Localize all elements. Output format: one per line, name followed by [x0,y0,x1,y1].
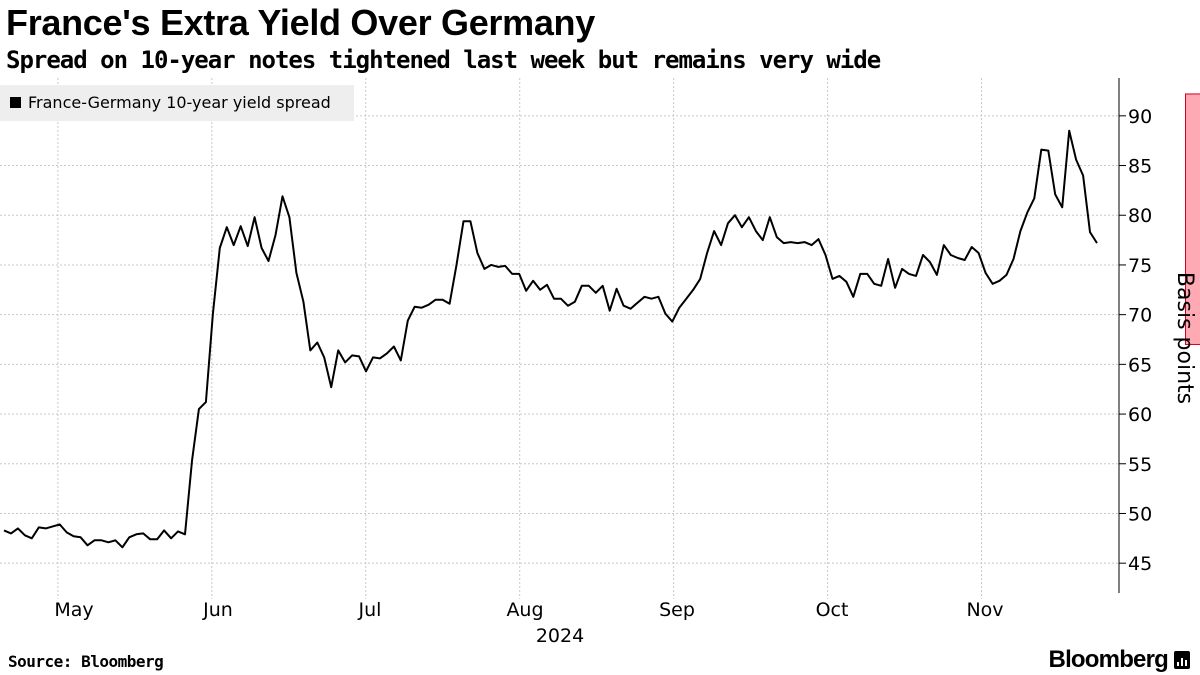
x-tick-label-nov: Nov [966,599,1003,621]
legend-swatch [10,97,21,108]
source-note: Source: Bloomberg [8,652,164,671]
bloomberg-logo: Bloomberg [1049,646,1190,674]
y-tick-label-75: 75 [1128,255,1152,277]
x-tick-label-sep: Sep [659,599,695,621]
y-tick-label-60: 60 [1128,404,1152,426]
x-tick-label-jun: Jun [202,599,233,621]
y-tick-label-90: 90 [1128,106,1152,128]
legend: France-Germany 10-year yield spread [0,85,354,121]
y-tick-label-85: 85 [1128,156,1152,178]
highlight-box [1185,93,1200,345]
y-tick-label-50: 50 [1128,503,1152,525]
x-axis-year-label: 2024 [536,625,584,647]
y-tick-label-70: 70 [1128,305,1152,327]
chart-title: France's Extra Yield Over Germany [6,2,595,43]
y-tick-label-65: 65 [1128,354,1152,376]
x-tick-label-aug: Aug [506,599,543,621]
x-axis: May Jun Jul Aug Sep Oct Nov [54,599,1003,621]
legend-background [0,85,354,121]
series-line-france-germany-spread [3,129,1098,549]
series [3,129,1098,549]
gridlines [0,78,1119,599]
brand-name: Bloomberg [1048,646,1169,673]
y-axis-title: Basis points [1172,272,1197,404]
x-tick-label-jul: Jul [358,599,382,621]
chart-subtitle: Spread on 10-year notes tightened last w… [6,46,881,74]
y-tick-label-45: 45 [1128,553,1152,575]
line-chart: France-Germany 10-year yield spread 45 50… [0,78,1200,647]
y-axis: 45 50 55 60 65 70 75 80 85 90 [1118,78,1152,593]
highlight-region [1185,93,1200,345]
y-tick-label-55: 55 [1128,454,1152,476]
bloomberg-terminal-icon [1174,651,1190,669]
y-tick-label-80: 80 [1128,205,1152,227]
legend-label: France-Germany 10-year yield spread [28,93,331,112]
x-tick-label-may: May [54,599,93,621]
x-tick-label-oct: Oct [816,599,849,621]
